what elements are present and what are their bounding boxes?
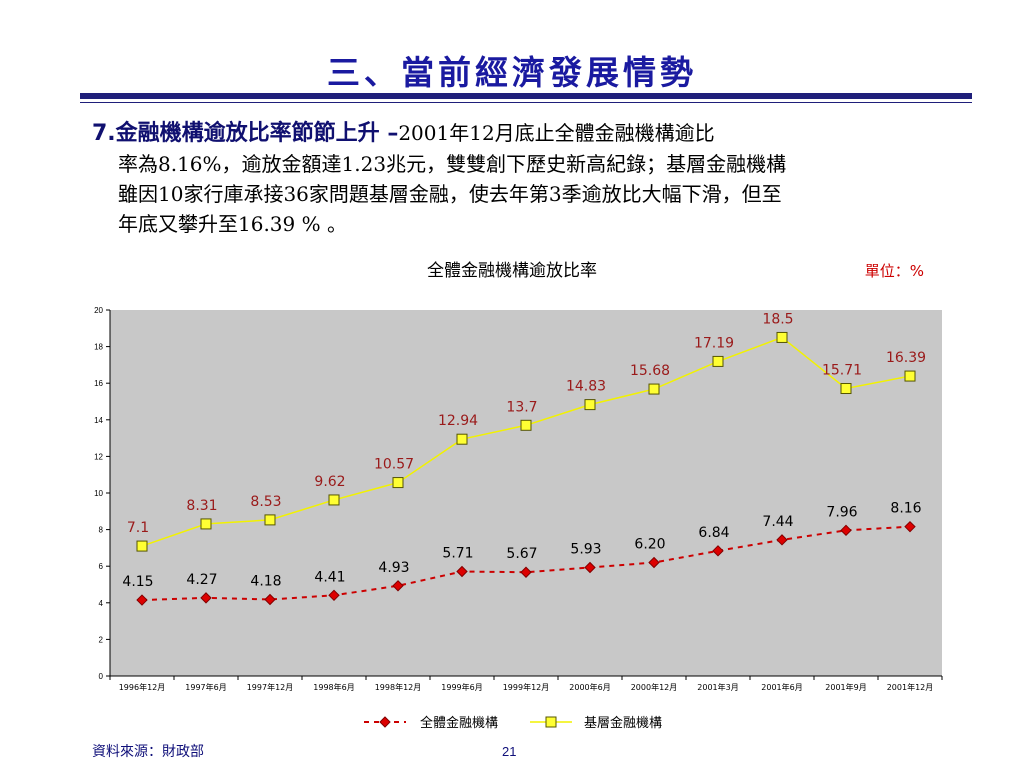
data-point [840, 383, 852, 395]
y-tick-label: 12 [94, 452, 103, 461]
y-tick-label: 6 [99, 562, 104, 571]
data-point [328, 494, 340, 506]
data-label: 17.19 [694, 335, 734, 351]
paragraph-line-4: 年底又攀升至16.39 % 。 [118, 212, 347, 236]
data-point [136, 540, 148, 552]
data-label: 8.53 [250, 494, 281, 510]
plot-area [110, 310, 942, 676]
paragraph-line-3: 雖因10家行庫承接36家問題基層金融，使去年第3季逾放比大幅下滑，但至 [118, 182, 782, 206]
data-point [392, 477, 404, 489]
data-point [776, 331, 788, 343]
data-point [840, 524, 852, 537]
data-label: 18.5 [762, 311, 793, 327]
data-point [520, 566, 532, 578]
data-point [392, 580, 404, 592]
line-chart: 0 2 4 6 8 10 12 14 16 18 20 1996年12月 1997年6月 1997年12月… [84, 288, 952, 738]
x-tick-label: 2000年12月 [631, 682, 678, 692]
data-point [456, 565, 468, 578]
legend-marker [379, 716, 391, 728]
data-point [648, 556, 660, 569]
data-label: 12.94 [438, 413, 478, 429]
title-divider [80, 93, 972, 99]
data-label: 5.67 [506, 546, 537, 562]
y-tick-label: 16 [94, 379, 103, 388]
unit-label: 單位：% [864, 262, 924, 280]
slide-title: 三、當前經濟發展情勢 [327, 53, 697, 92]
data-point [200, 592, 212, 604]
x-tick-label: 1998年6月 [313, 682, 354, 692]
chart-title: 全體金融機構逾放比率 [427, 261, 597, 281]
data-label: 13.7 [506, 399, 537, 415]
y-tick-label: 8 [99, 526, 104, 535]
paragraph-line-2: 率為8.16%，逾放金額達1.23兆元，雙雙創下歷史新高紀錄；基層金融機構 [118, 152, 787, 176]
data-point [712, 545, 724, 557]
data-point [584, 399, 596, 411]
data-point [264, 593, 276, 606]
page-number: 21 [502, 744, 517, 759]
paragraph-lead: 7.金融機構逾放比率節節上升 – [92, 121, 399, 146]
legend-label: 全體金融機構 [420, 715, 498, 731]
x-tick-label: 2001年9月 [825, 682, 866, 692]
x-tick-label: 1999年6月 [441, 682, 482, 692]
data-point [520, 419, 532, 431]
data-label: 16.39 [886, 350, 926, 366]
paragraph-text-1: 2001年12月底止全體金融機構逾比 [398, 121, 715, 145]
data-point [136, 594, 148, 606]
data-point [904, 370, 916, 382]
x-tick-label: 1999年12月 [503, 682, 550, 692]
y-tick-label: 18 [94, 343, 103, 352]
x-tick-label: 2000年6月 [569, 682, 610, 692]
data-label: 14.83 [566, 379, 606, 395]
x-tick-label: 1997年12月 [247, 682, 294, 692]
x-tick-label: 1997年6月 [185, 682, 226, 692]
data-label: 5.71 [442, 546, 473, 562]
data-label: 4.93 [378, 560, 409, 576]
data-point [648, 383, 660, 395]
data-point [776, 534, 788, 546]
data-point [200, 518, 212, 530]
data-label: 4.18 [250, 574, 281, 590]
data-label: 7.44 [762, 514, 793, 530]
data-label: 4.41 [314, 569, 345, 585]
data-point [712, 355, 724, 367]
x-tick-label: 1996年12月 [119, 682, 166, 692]
data-label: 9.62 [314, 474, 345, 490]
y-tick-label: 14 [94, 416, 103, 425]
data-point [904, 520, 916, 533]
title-divider-thin [80, 102, 972, 103]
data-label: 5.93 [570, 541, 601, 557]
legend-label: 基層金融機構 [584, 715, 662, 731]
data-point [456, 433, 468, 445]
y-tick-label: 10 [94, 489, 103, 498]
x-tick-label: 2001年3月 [697, 682, 738, 692]
x-tick-label: 2001年12月 [887, 682, 934, 692]
data-label: 6.84 [698, 525, 729, 541]
y-tick-label: 0 [99, 672, 104, 681]
data-label: 15.71 [822, 363, 862, 379]
data-label: 15.68 [630, 363, 670, 379]
data-label: 10.57 [374, 457, 414, 473]
y-tick-label: 4 [99, 599, 104, 608]
data-label: 7.96 [826, 504, 857, 520]
data-point [328, 589, 340, 602]
y-tick-label: 20 [94, 306, 103, 315]
data-point [264, 514, 276, 526]
x-tick-label: 1998年12月 [375, 682, 422, 692]
data-label: 8.16 [890, 501, 921, 517]
data-label: 8.31 [186, 498, 217, 514]
body-paragraph: 7.金融機構逾放比率節節上升 –2001年12月底止全體金融機構逾比 率為8.1… [92, 118, 962, 239]
paragraph-line-1: 7.金融機構逾放比率節節上升 –2001年12月底止全體金融機構逾比 [92, 118, 962, 149]
source-label: 資料來源：財政部 [92, 744, 204, 760]
data-label: 7.1 [127, 520, 149, 536]
data-label: 4.15 [122, 574, 153, 590]
data-label: 4.27 [186, 572, 217, 588]
x-tick-label: 2001年6月 [761, 682, 802, 692]
legend-marker [545, 716, 557, 728]
y-tick-label: 2 [99, 635, 104, 644]
data-label: 6.20 [634, 537, 665, 553]
data-point [584, 561, 596, 574]
